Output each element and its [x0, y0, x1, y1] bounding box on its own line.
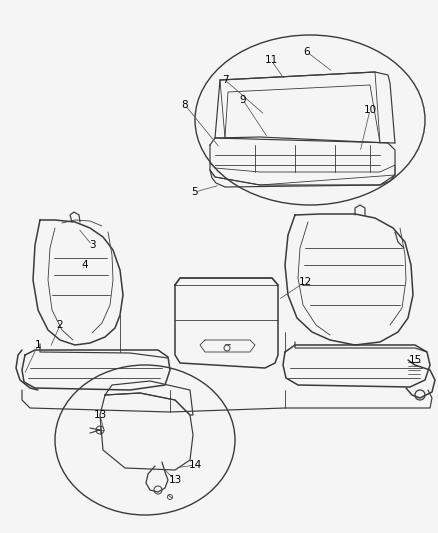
Text: 13: 13 [168, 475, 182, 485]
Text: 8: 8 [182, 100, 188, 110]
Text: 11: 11 [265, 55, 278, 65]
Text: 1: 1 [35, 340, 41, 350]
Text: 9: 9 [240, 95, 246, 105]
Text: 10: 10 [364, 105, 377, 115]
Text: 12: 12 [298, 277, 311, 287]
Text: 7: 7 [222, 75, 228, 85]
Text: 15: 15 [408, 355, 422, 365]
Text: 2: 2 [57, 320, 64, 330]
Text: 13: 13 [93, 410, 106, 420]
Text: 6: 6 [304, 47, 310, 57]
Text: 3: 3 [88, 240, 95, 250]
Text: 14: 14 [188, 460, 201, 470]
Text: 4: 4 [82, 260, 88, 270]
Text: 5: 5 [192, 187, 198, 197]
